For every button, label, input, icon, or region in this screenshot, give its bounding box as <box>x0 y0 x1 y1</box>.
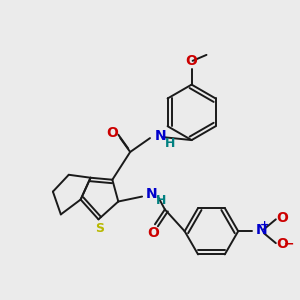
Text: O: O <box>147 226 159 240</box>
Text: H: H <box>156 194 166 207</box>
Text: O: O <box>106 126 118 140</box>
Text: O: O <box>276 212 288 225</box>
Text: N: N <box>256 223 268 237</box>
Text: H: H <box>165 136 175 150</box>
Text: O: O <box>276 237 288 251</box>
Text: N: N <box>155 129 166 143</box>
Text: +: + <box>260 220 270 230</box>
Text: −: − <box>284 238 294 250</box>
Text: N: N <box>146 187 158 201</box>
Text: S: S <box>95 222 104 235</box>
Text: O: O <box>186 54 197 68</box>
